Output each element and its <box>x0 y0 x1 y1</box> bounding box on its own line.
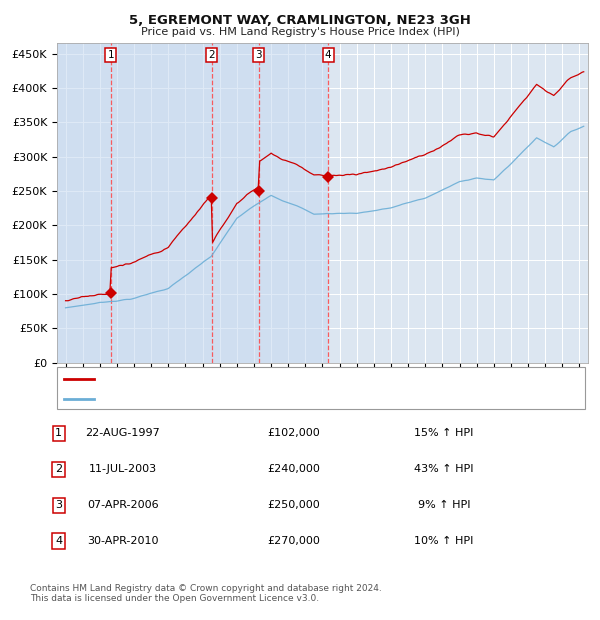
Text: 22-AUG-1997: 22-AUG-1997 <box>86 428 160 438</box>
Text: 3: 3 <box>55 500 62 510</box>
Bar <box>259 43 328 363</box>
Text: 15% ↑ HPI: 15% ↑ HPI <box>415 428 473 438</box>
Text: 10% ↑ HPI: 10% ↑ HPI <box>415 536 473 546</box>
Text: 30-APR-2010: 30-APR-2010 <box>87 536 159 546</box>
Text: 11-JUL-2003: 11-JUL-2003 <box>89 464 157 474</box>
Text: 1: 1 <box>107 50 114 60</box>
Text: Price paid vs. HM Land Registry's House Price Index (HPI): Price paid vs. HM Land Registry's House … <box>140 27 460 37</box>
Text: 4: 4 <box>55 536 62 546</box>
Text: £270,000: £270,000 <box>268 536 320 546</box>
Text: £102,000: £102,000 <box>268 428 320 438</box>
Text: 4: 4 <box>325 50 331 60</box>
Text: 43% ↑ HPI: 43% ↑ HPI <box>414 464 474 474</box>
Bar <box>212 43 259 363</box>
Text: 5, EGREMONT WAY, CRAMLINGTON, NE23 3GH (detached house): 5, EGREMONT WAY, CRAMLINGTON, NE23 3GH (… <box>100 374 436 384</box>
Bar <box>57 43 111 363</box>
Text: 5, EGREMONT WAY, CRAMLINGTON, NE23 3GH: 5, EGREMONT WAY, CRAMLINGTON, NE23 3GH <box>129 14 471 27</box>
Text: 1: 1 <box>55 428 62 438</box>
Text: 2: 2 <box>55 464 62 474</box>
Bar <box>111 43 212 363</box>
Text: 2: 2 <box>208 50 215 60</box>
Text: 3: 3 <box>255 50 262 60</box>
Text: £240,000: £240,000 <box>268 464 320 474</box>
Text: HPI: Average price, detached house, Northumberland: HPI: Average price, detached house, Nort… <box>100 394 379 404</box>
Text: Contains HM Land Registry data © Crown copyright and database right 2024.
This d: Contains HM Land Registry data © Crown c… <box>30 584 382 603</box>
Text: 07-APR-2006: 07-APR-2006 <box>87 500 159 510</box>
Text: £250,000: £250,000 <box>268 500 320 510</box>
Text: 9% ↑ HPI: 9% ↑ HPI <box>418 500 470 510</box>
